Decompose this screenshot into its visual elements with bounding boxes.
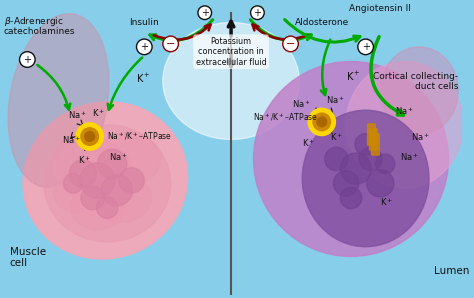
Ellipse shape — [254, 61, 448, 257]
Circle shape — [359, 147, 382, 171]
Circle shape — [317, 117, 327, 127]
FancyBboxPatch shape — [372, 134, 379, 155]
Text: K$^+$: K$^+$ — [302, 138, 315, 149]
Text: K$^+$: K$^+$ — [137, 72, 151, 85]
Text: K$^+$: K$^+$ — [346, 70, 361, 83]
Text: Potassium
concentration in
extracellular fluid: Potassium concentration in extracellular… — [196, 37, 266, 67]
Ellipse shape — [8, 14, 109, 187]
Text: Na$^+$: Na$^+$ — [292, 99, 311, 110]
Text: Na$^+$: Na$^+$ — [109, 151, 128, 163]
Circle shape — [76, 123, 103, 150]
Circle shape — [308, 108, 336, 136]
Text: Insulin: Insulin — [129, 18, 159, 27]
Ellipse shape — [54, 174, 102, 212]
Ellipse shape — [23, 102, 188, 259]
Text: catecholamines: catecholamines — [4, 27, 75, 36]
Circle shape — [137, 39, 152, 55]
Circle shape — [98, 149, 127, 179]
Text: Na$^+$: Na$^+$ — [395, 105, 414, 117]
Text: Na$^+$: Na$^+$ — [326, 95, 345, 106]
Circle shape — [251, 6, 264, 20]
Text: +: + — [23, 55, 31, 64]
Text: Angiotensin II: Angiotensin II — [349, 4, 411, 13]
Text: Lumen: Lumen — [434, 266, 469, 276]
FancyBboxPatch shape — [367, 124, 375, 145]
Ellipse shape — [44, 125, 171, 242]
Ellipse shape — [346, 61, 463, 188]
Circle shape — [81, 186, 104, 210]
Ellipse shape — [54, 139, 132, 198]
Circle shape — [340, 187, 362, 209]
Circle shape — [85, 132, 95, 142]
Text: +: + — [362, 42, 370, 52]
Text: +: + — [201, 8, 209, 18]
Circle shape — [333, 171, 359, 196]
Text: +: + — [140, 42, 148, 52]
Text: Na$^+$: Na$^+$ — [400, 151, 419, 163]
Text: Na$^+$: Na$^+$ — [68, 109, 87, 121]
Circle shape — [64, 174, 83, 193]
Text: Muscle
cell: Muscle cell — [10, 247, 46, 268]
Text: K$^+$: K$^+$ — [91, 107, 105, 119]
Text: duct cells: duct cells — [415, 82, 458, 91]
Text: Aldosterone: Aldosterone — [295, 18, 349, 27]
Ellipse shape — [302, 110, 429, 247]
Circle shape — [97, 197, 118, 218]
Circle shape — [19, 52, 35, 67]
Text: Na$^+$: Na$^+$ — [411, 132, 430, 143]
Circle shape — [119, 168, 144, 193]
Circle shape — [198, 6, 211, 20]
Circle shape — [325, 147, 348, 171]
Text: $\beta$-Adrenergic: $\beta$-Adrenergic — [4, 15, 64, 28]
Circle shape — [340, 153, 372, 184]
FancyBboxPatch shape — [370, 129, 377, 150]
Circle shape — [366, 170, 394, 197]
Circle shape — [81, 128, 99, 145]
Circle shape — [358, 39, 374, 55]
Circle shape — [101, 175, 133, 206]
Circle shape — [313, 113, 330, 131]
Text: Na$^+$/K$^+$–ATPase: Na$^+$/K$^+$–ATPase — [107, 131, 172, 142]
Text: K$^+$: K$^+$ — [329, 132, 343, 143]
Ellipse shape — [92, 174, 151, 222]
Ellipse shape — [71, 186, 124, 230]
Text: K$^+$: K$^+$ — [78, 154, 91, 166]
Circle shape — [69, 160, 97, 187]
Ellipse shape — [163, 22, 299, 139]
Text: Na$^+$: Na$^+$ — [63, 135, 82, 146]
Circle shape — [163, 36, 178, 52]
Text: K$^+$: K$^+$ — [380, 196, 393, 208]
Circle shape — [80, 163, 115, 198]
Ellipse shape — [380, 47, 458, 135]
Circle shape — [283, 36, 298, 52]
Circle shape — [375, 154, 395, 174]
Ellipse shape — [92, 132, 161, 186]
Text: −: − — [286, 39, 295, 49]
Text: Na$^+$/K$^+$–ATPase: Na$^+$/K$^+$–ATPase — [254, 111, 319, 123]
Text: Cortical collecting-: Cortical collecting- — [373, 72, 458, 81]
Circle shape — [355, 134, 376, 155]
Text: +: + — [254, 8, 261, 18]
Text: −: − — [166, 39, 175, 49]
